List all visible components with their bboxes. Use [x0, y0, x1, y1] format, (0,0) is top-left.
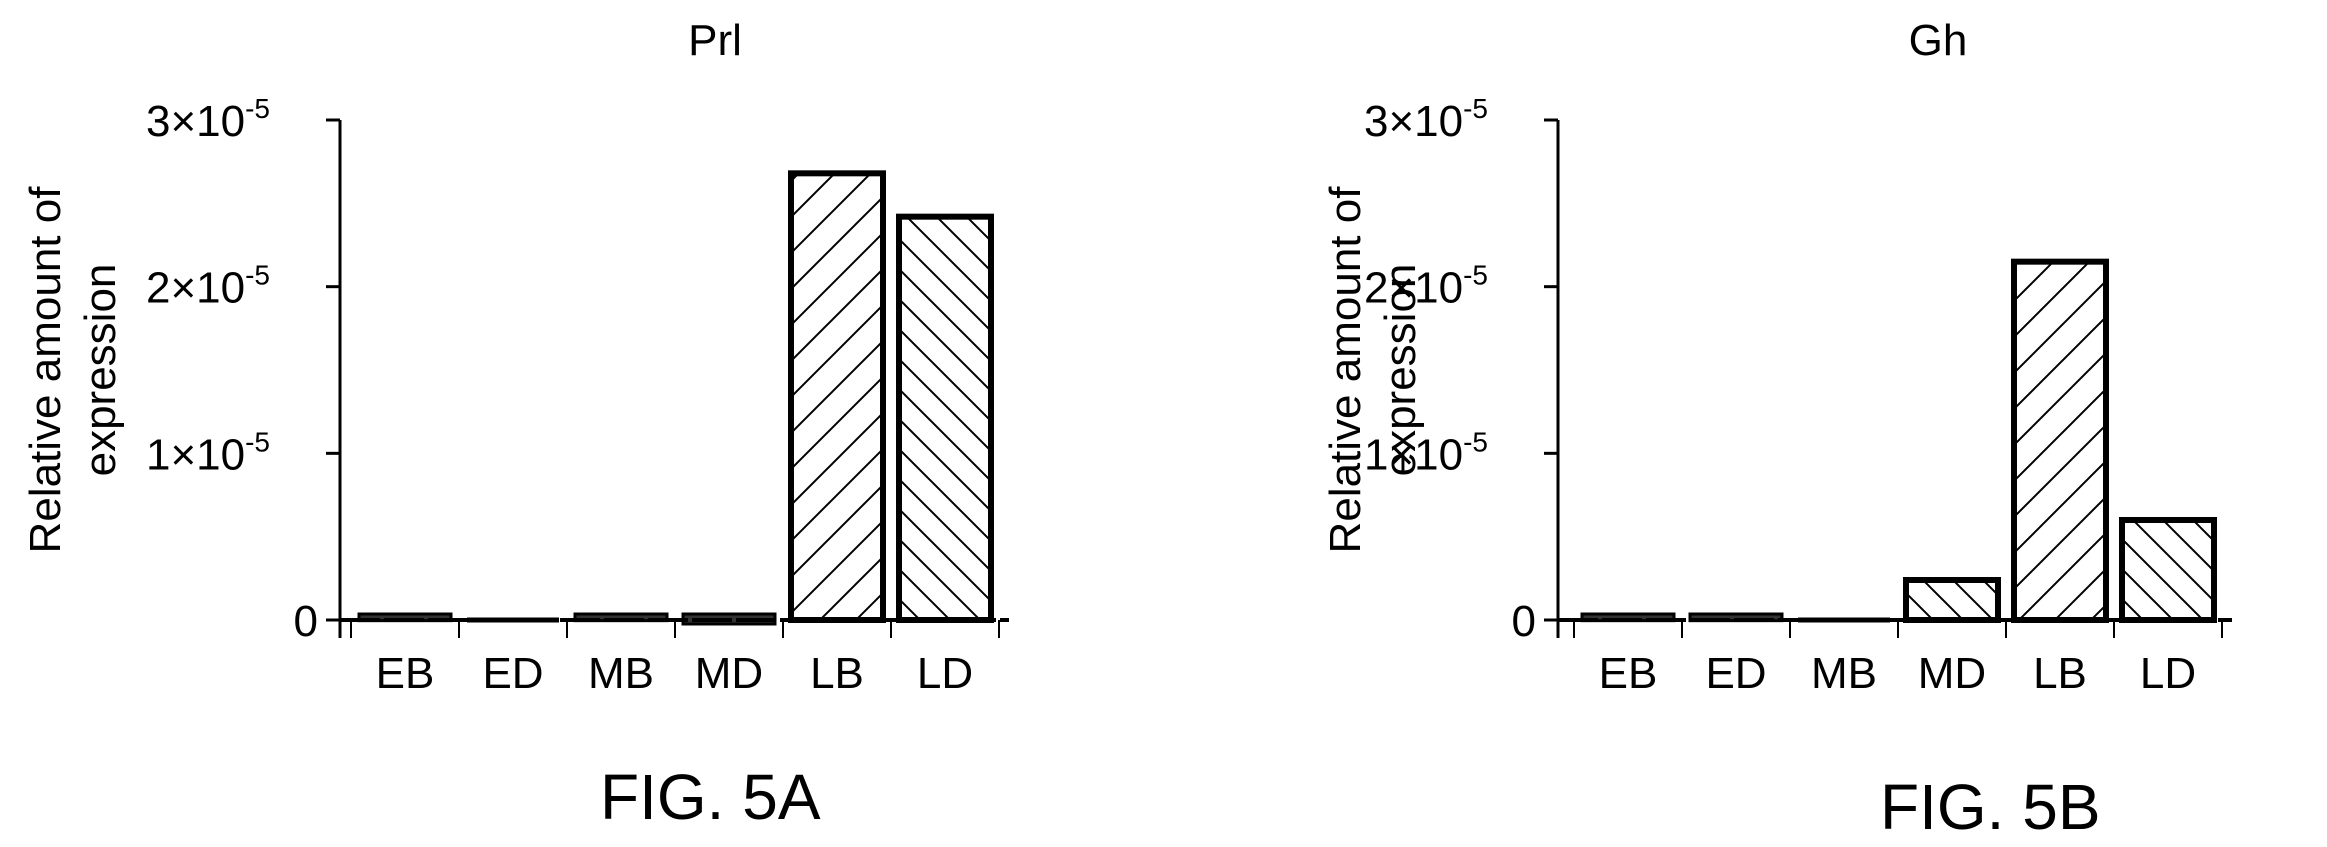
y-tick-base: 0 [294, 597, 318, 646]
x-tick-label-eb: EB [1599, 649, 1658, 698]
y-tick-base: 2×10 [146, 264, 245, 313]
y-tick-base: 3×10 [146, 97, 245, 146]
y-axis-label-line-2: expression [1376, 264, 1425, 477]
x-tick-label-md: MD [695, 649, 763, 698]
chart-title: Prl [688, 16, 742, 65]
y-tick-base: 0 [1512, 597, 1536, 646]
bar-lb [788, 170, 886, 623]
x-tick-label-lb: LB [810, 649, 864, 698]
y-tick-label: 0 [294, 597, 318, 646]
y-tick-label: 3×10-5 [146, 93, 270, 146]
bar-lb [2011, 258, 2109, 623]
x-tick-label-ld: LD [2140, 649, 2196, 698]
y-tick-label: 2×10-5 [146, 260, 270, 313]
y-axis-label-line-1: Relative amount of [21, 186, 70, 554]
bar-ld [896, 213, 994, 624]
x-tick-label-md: MD [1918, 649, 1986, 698]
x-tick-label-lb: LB [2033, 649, 2087, 698]
y-tick-base: 3×10 [1364, 97, 1463, 146]
y-tick-base: 1×10 [1364, 430, 1463, 479]
y-tick-base: 2×10 [1364, 264, 1463, 313]
y-tick-exponent: -5 [1463, 426, 1488, 457]
y-tick-base: 1×10 [146, 430, 245, 479]
y-tick-label: 0 [1512, 597, 1536, 646]
y-tick-label: 2×10-5 [1364, 260, 1488, 313]
chart-panel-5b: Gh Relative amount of expression 0 1×10-5 2×1… [1163, 0, 2326, 847]
y-tick-exponent: -5 [245, 93, 270, 124]
chart-title: Gh [1909, 16, 1968, 65]
y-axis-label-line-2: expression [76, 264, 125, 477]
x-tick-label-ed: ED [1705, 649, 1766, 698]
bar-md [1903, 577, 2001, 623]
y-tick-label: 3×10-5 [1364, 93, 1488, 146]
chart-panel-5a: Prl Relative amount of expression 0 1×10-5 2×… [0, 0, 1163, 847]
figure-caption-5a: FIG. 5A [600, 761, 821, 833]
y-tick-label: 1×10-5 [146, 426, 270, 479]
y-tick-label: 1×10-5 [1364, 426, 1488, 479]
x-tick-label-mb: MB [588, 649, 654, 698]
y-axis-label-line-1: Relative amount of [1321, 186, 1370, 554]
x-tick-label-ld: LD [917, 649, 973, 698]
y-tick-exponent: -5 [1463, 260, 1488, 291]
y-tick-exponent: -5 [1463, 93, 1488, 124]
y-tick-exponent: -5 [245, 426, 270, 457]
figure-caption-5b: FIG. 5B [1880, 771, 2101, 843]
y-tick-exponent: -5 [245, 260, 270, 291]
x-tick-label-eb: EB [376, 649, 435, 698]
x-tick-label-mb: MB [1811, 649, 1877, 698]
x-tick-label-ed: ED [482, 649, 543, 698]
bar-ld [2119, 517, 2217, 623]
